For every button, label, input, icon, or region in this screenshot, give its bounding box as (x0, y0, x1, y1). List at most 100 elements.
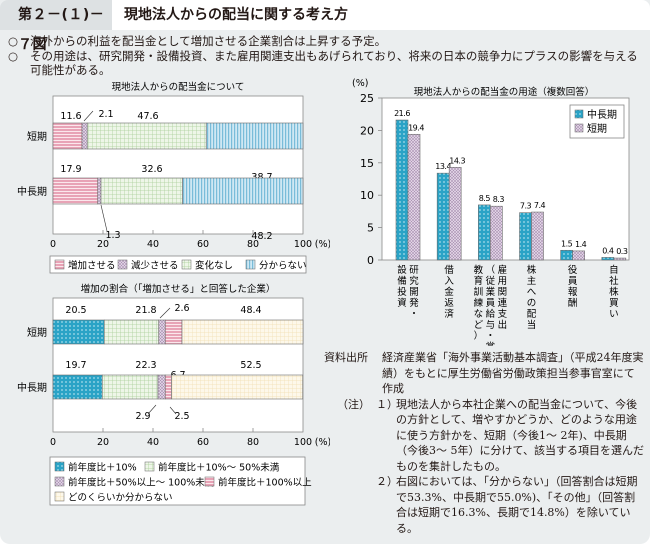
svg-text:開: 開 (409, 287, 419, 298)
data-label: 32.6 (141, 164, 162, 175)
svg-text:・: ・ (409, 309, 419, 320)
bar-segment (97, 177, 102, 205)
chart-title: 現地法人からの配当金について (112, 81, 245, 93)
legend-label: 短期 (587, 122, 607, 135)
svg-text:当: 当 (527, 319, 537, 331)
svg-text:ど: ど (474, 320, 484, 331)
summary-item: ○ 海外からの利益を配当金として増加させる企業割合は上昇する予定。 (8, 34, 644, 49)
legend-swatch (574, 123, 584, 133)
bar (407, 133, 421, 261)
note-item: １） 現地法人から本社企業への配当金について、今後の方針として、増やすかどうか、… (376, 397, 644, 475)
svg-text:株: 株 (527, 264, 537, 276)
svg-text:社: 社 (609, 275, 619, 287)
data-label: 2.5 (174, 411, 189, 422)
data-label: 17.9 (60, 164, 81, 175)
data-label: 19.7 (65, 360, 86, 371)
data-label: 52.5 (240, 360, 261, 371)
x-tick-label: 20 (97, 239, 109, 250)
data-label: 1.3 (105, 230, 120, 241)
legend-label: 変化なし (195, 260, 233, 272)
y-tick-label: 15 (360, 157, 374, 170)
figure-header: 第２－(１)－７図 現地法人からの配当に関する考え方 (0, 0, 650, 53)
svg-text:業: 業 (486, 286, 496, 298)
x-tick-label: 40 (147, 239, 159, 250)
data-label: 2.6 (174, 303, 189, 314)
bar-segment (158, 319, 166, 345)
note-text: 現地法人から本社企業への配当金について、今後の方針として、増やすかどうか、どのよ… (396, 397, 644, 473)
data-label: 7.3 (520, 202, 532, 211)
chart-title: 現地法人からの配当金の用途（複数回答） (414, 86, 595, 98)
svg-text:の: の (527, 298, 537, 309)
legend-swatch (54, 461, 65, 472)
legend-label: 前年度比＋10% (68, 462, 137, 474)
y-tick-label: 10 (360, 189, 374, 202)
legend-swatch (54, 476, 65, 487)
svg-text:・: ・ (486, 331, 496, 342)
bar-segment (171, 374, 304, 400)
svg-text:買: 買 (609, 298, 619, 309)
svg-text:教: 教 (474, 264, 484, 276)
svg-text:済: 済 (444, 308, 454, 320)
category-label: 中長期 (17, 381, 47, 394)
svg-text:連: 連 (498, 297, 508, 309)
legend-swatch (54, 259, 65, 270)
increase-rate-chart: 増加の割合（「増加させる」と回答した企業）短期20.521.82.66.748.… (17, 283, 330, 506)
x-tick-label: 0 (50, 239, 56, 250)
svg-text:返: 返 (444, 297, 454, 309)
legend-label: 前年度比＋100%以上 (218, 477, 312, 489)
data-label: 8.3 (493, 195, 505, 204)
legend-swatch (117, 259, 128, 270)
data-label: 14.3 (449, 156, 465, 165)
data-label: 11.6 (60, 111, 81, 122)
summary-text: 海外からの利益を配当金として増加させる企業割合は上昇する予定。 (30, 34, 387, 48)
data-label: 7.4 (534, 201, 546, 210)
y-unit-label: (%) (352, 78, 368, 89)
notes-label: （注） (337, 397, 370, 411)
svg-text:員: 員 (486, 298, 496, 309)
svg-text:与: 与 (486, 320, 496, 331)
figure-number: 第２－(１)－７図 (0, 0, 112, 53)
legend-label: 中長期 (587, 108, 617, 121)
bar-segment (182, 177, 304, 205)
svg-text:用: 用 (498, 276, 508, 287)
data-label: 1.4 (575, 240, 587, 249)
x-tick-label: 60 (197, 239, 209, 250)
data-label: 19.4 (408, 123, 424, 132)
svg-text:関: 関 (498, 287, 508, 298)
leader-line (147, 404, 157, 415)
notes-section: 資料出所 経済産業省「海外事業活動基本調査」（平成24年度実績）をもとに厚生労働… (324, 350, 644, 536)
svg-text:へ: へ (527, 287, 537, 298)
svg-text:育: 育 (474, 275, 484, 287)
data-label: 0.3 (616, 247, 628, 256)
svg-text:備: 備 (397, 275, 407, 287)
x-tick-label: 80 (247, 239, 259, 250)
summary-item: ○ その用途は、研究開発・設備投資、また雇用関連支出もあげられており、将来の日本… (8, 49, 644, 78)
svg-text:自: 自 (609, 264, 619, 276)
bar (601, 257, 615, 261)
note-text: 右図においては、「分からない」（回答割合は短期で53.3%、中長期で55.0%)… (396, 475, 638, 535)
bar-segment (164, 319, 183, 345)
svg-text:い: い (609, 309, 619, 320)
chart-legend: 増加させる 減少させる 変化なし 分からない (49, 255, 307, 274)
bullet-circle-icon: ○ (8, 48, 19, 63)
svg-text:賞: 賞 (486, 341, 496, 346)
svg-text:雇: 雇 (498, 264, 508, 276)
chart-title: 増加の割合（「増加させる」と回答した企業） (81, 283, 276, 295)
svg-text:配: 配 (527, 309, 537, 320)
bar (448, 167, 462, 261)
svg-text:資: 資 (397, 297, 407, 309)
svg-text:（: （ (486, 264, 496, 276)
data-label: 48.4 (240, 305, 261, 316)
svg-text:員: 員 (568, 276, 578, 287)
dividend-usage-chart: (%) 現地法人からの配当金の用途（複数回答） 0 5 10 15 20 25 21.6 19.4… (352, 78, 630, 346)
svg-text:報: 報 (568, 287, 578, 298)
legend-label: 減少させる (131, 260, 179, 272)
legend-label: 前年度比＋10%～ 50%未満 (158, 462, 280, 474)
svg-text:入: 入 (444, 276, 454, 287)
svg-text:役: 役 (568, 264, 578, 276)
data-label: 8.5 (479, 194, 491, 203)
bar-segment (52, 374, 103, 400)
legend-swatch (204, 476, 215, 487)
